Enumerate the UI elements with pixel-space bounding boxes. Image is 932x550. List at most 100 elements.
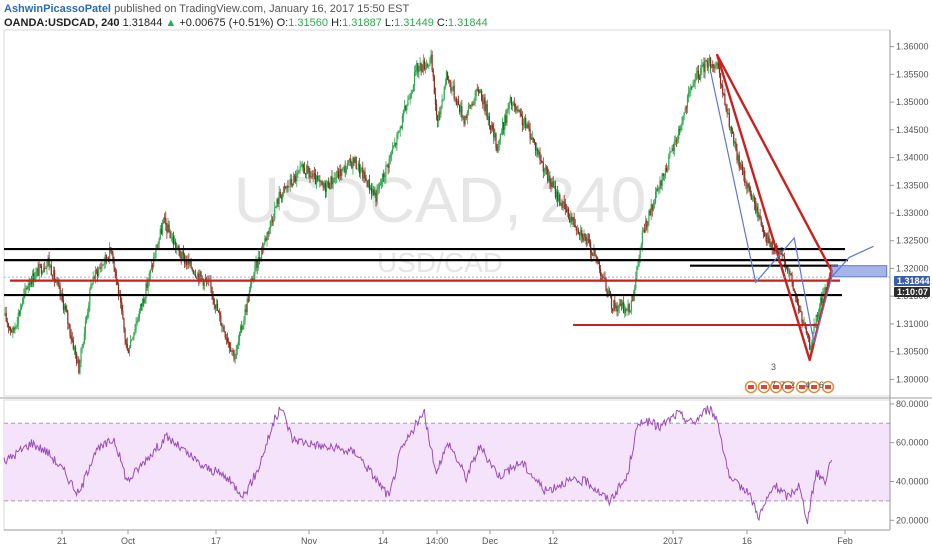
candle-body [233,350,235,360]
candle-body [127,349,129,354]
candle-body [90,283,92,290]
rsi-tick-label: 80.0000 [896,399,929,409]
candle-body [265,238,267,241]
candle-body [593,249,595,256]
candle-body [422,60,424,72]
candle-body [780,250,782,252]
candle-body [427,64,429,66]
candle-body [143,298,145,303]
candle-body [452,85,454,90]
candle-body [218,310,220,313]
candle-body [346,162,348,170]
candle-body [362,167,364,179]
candle-body [238,332,241,342]
candle-body [277,199,279,205]
candle-body [721,84,723,86]
author-link[interactable]: AshwinPicassoPatel [4,3,111,15]
candle-body [686,96,689,108]
candle-body [164,217,166,219]
candle-body [653,202,656,204]
flag-icon [799,385,805,389]
candle-body [12,327,14,333]
candle-body [394,142,396,147]
candle-body [397,131,399,135]
candle-body [544,167,547,171]
candle-body [661,173,663,186]
candle-body [21,305,23,309]
candle-body [252,278,254,281]
candle-body [328,181,330,188]
candle-body [595,255,597,257]
candle-body [637,266,639,268]
candle-body [340,169,342,177]
candle-body [718,68,721,74]
candle-body [200,271,202,277]
candle-body [267,232,269,234]
candle-body [431,54,433,71]
candle-body [188,259,190,264]
candle-body [79,362,81,373]
candle-body [429,59,431,65]
candle-body [597,260,599,263]
candle-body [83,333,85,345]
chart-background [0,29,932,531]
candle-body [423,60,426,70]
candle-body [522,123,525,126]
candle-body [795,295,798,299]
candle-body [462,116,464,118]
candle-body [482,100,484,105]
close-label: C: [436,17,448,29]
candle-body [388,158,390,169]
candle-body [77,359,79,364]
candle-body [275,206,277,208]
candle-body [221,325,223,327]
candle-body [668,156,670,170]
candle-body [131,339,133,341]
candle-body [402,110,405,116]
blue-projection-path [710,71,874,344]
candle-body [144,299,146,303]
candle-body [198,273,200,281]
candle-body [579,233,581,236]
candle-body [213,298,215,305]
candle-body [782,255,784,256]
candle-body [634,288,636,295]
candle-body [46,262,48,269]
candle-body [550,183,552,187]
time-tick-label: 21 [57,536,67,546]
candle-body [615,305,617,309]
candle-body [38,264,40,276]
candle-body [478,92,481,94]
candle-body [371,187,373,194]
candle-body [716,62,718,66]
candle-body [197,273,199,279]
candle-body [434,93,437,105]
price-tick-label: 1.31000 [896,319,929,329]
candle-body [95,269,98,271]
candle-body [225,337,227,339]
candle-body [6,321,8,324]
candle-body [453,85,455,99]
candle-body [273,219,275,222]
candle-body [302,164,304,168]
candle-body [684,107,686,113]
candle-body [222,326,224,328]
candle-body [794,291,796,296]
candle-body [477,89,479,93]
candle-body [724,94,726,106]
candle-body [7,323,10,328]
candle-body [715,65,717,67]
candle-body [439,112,441,114]
candle-body [575,227,577,231]
candle-body [729,126,732,128]
candle-body [657,188,659,190]
candle-body [199,271,201,281]
candle-body [813,323,815,333]
price-tick-label: 1.35500 [896,69,929,79]
candle-body [66,309,68,313]
candle-body [467,105,470,112]
candle-body [667,169,669,172]
candle-body [461,106,463,118]
event-count: 7 [771,380,776,390]
